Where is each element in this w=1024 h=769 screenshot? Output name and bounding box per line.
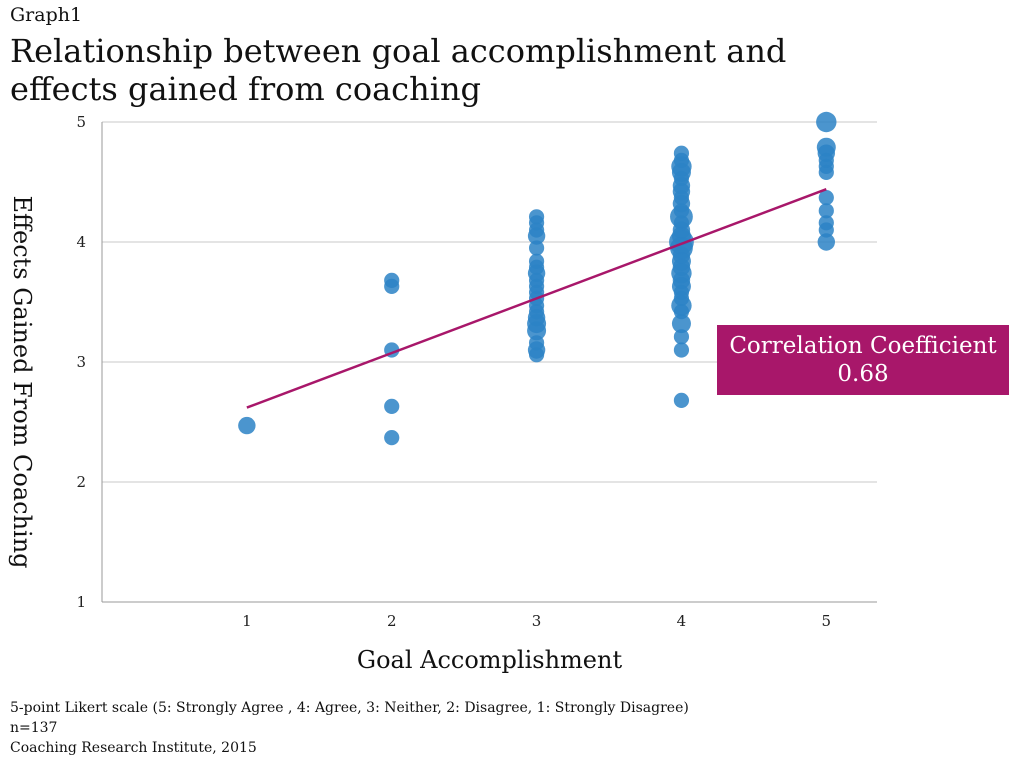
y-tick-label: 5 [76, 113, 86, 131]
x-tick-label: 3 [532, 612, 542, 630]
x-tick-labels: 1 2 3 4 5 [242, 612, 831, 630]
data-point [384, 272, 400, 288]
x-tick-label: 2 [387, 612, 397, 630]
grid-lines [101, 121, 877, 603]
y-axis-title: Effects Gained From Coaching [8, 195, 36, 568]
data-point [673, 392, 690, 408]
data-point [528, 253, 545, 269]
data-point [818, 190, 834, 206]
y-tick-label: 2 [76, 473, 86, 491]
correlation-label: Correlation Coefficient [729, 333, 997, 359]
trendline [246, 188, 827, 409]
x-axis-title: Goal Accomplishment [357, 646, 623, 674]
correlation-coefficient-box: Correlation Coefficient 0.68 [717, 325, 1009, 395]
data-points [238, 111, 837, 446]
data-point [238, 416, 256, 435]
footnote-source: Coaching Research Institute, 2015 [10, 740, 257, 756]
data-point [673, 342, 690, 358]
chart-title-line-1: Relationship between goal accomplishment… [10, 32, 787, 70]
data-point [673, 329, 690, 345]
data-point [817, 233, 835, 251]
correlation-value: 0.68 [837, 361, 889, 387]
data-point [384, 430, 400, 446]
x-tick-label: 1 [242, 612, 252, 630]
chart-title-line-2: effects gained from coaching [10, 70, 482, 108]
data-point [816, 111, 837, 133]
x-tick-label: 5 [822, 612, 832, 630]
footnote-scale: 5-point Likert scale (5: Strongly Agree … [10, 700, 689, 716]
data-point [528, 209, 545, 225]
data-point [671, 314, 691, 334]
y-tick-label: 4 [76, 233, 86, 251]
data-point [528, 240, 545, 256]
footnote-sample-size: n=137 [10, 720, 58, 736]
footnotes: 5-point Likert scale (5: Strongly Agree … [10, 698, 689, 758]
data-point [818, 215, 834, 231]
data-point [816, 137, 836, 157]
y-tick-labels: 1 2 3 4 5 [76, 113, 86, 611]
y-tick-label: 1 [76, 593, 86, 611]
data-point [384, 398, 400, 414]
chart-title: Relationship between goal accomplishment… [10, 32, 910, 108]
y-tick-label: 3 [76, 353, 86, 371]
x-tick-label: 4 [677, 612, 687, 630]
data-point [673, 145, 690, 161]
trendline-group [246, 188, 827, 409]
data-point [818, 203, 834, 219]
graph-label: Graph1 [10, 4, 83, 26]
